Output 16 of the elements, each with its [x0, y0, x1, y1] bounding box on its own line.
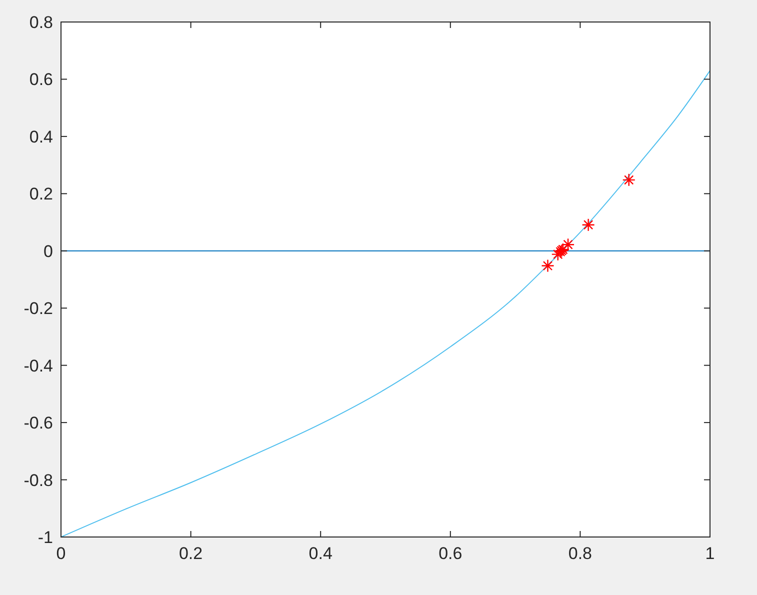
y-tick-label: -1 — [38, 528, 53, 547]
x-tick-label: 0.6 — [438, 544, 462, 563]
y-tick-label: 0.4 — [29, 127, 53, 146]
y-tick-label: 0 — [44, 242, 53, 261]
y-tick-label: -0.6 — [24, 414, 53, 433]
y-tick-label: -0.8 — [24, 470, 53, 490]
y-tick-label: -0.2 — [24, 299, 53, 318]
x-tick-label: 0.4 — [308, 544, 332, 563]
y-tick-label: 0.6 — [29, 70, 53, 90]
x-tick-label: 0.8 — [568, 544, 592, 563]
x-tick-label: 0 — [56, 544, 66, 563]
x-tick-label: 0.2 — [178, 544, 203, 563]
y-tick-label: 0.8 — [29, 13, 53, 32]
y-tick-label: 0.2 — [29, 184, 53, 204]
x-tick-label: 1 — [705, 544, 715, 563]
y-tick-label: -0.4 — [24, 356, 53, 376]
